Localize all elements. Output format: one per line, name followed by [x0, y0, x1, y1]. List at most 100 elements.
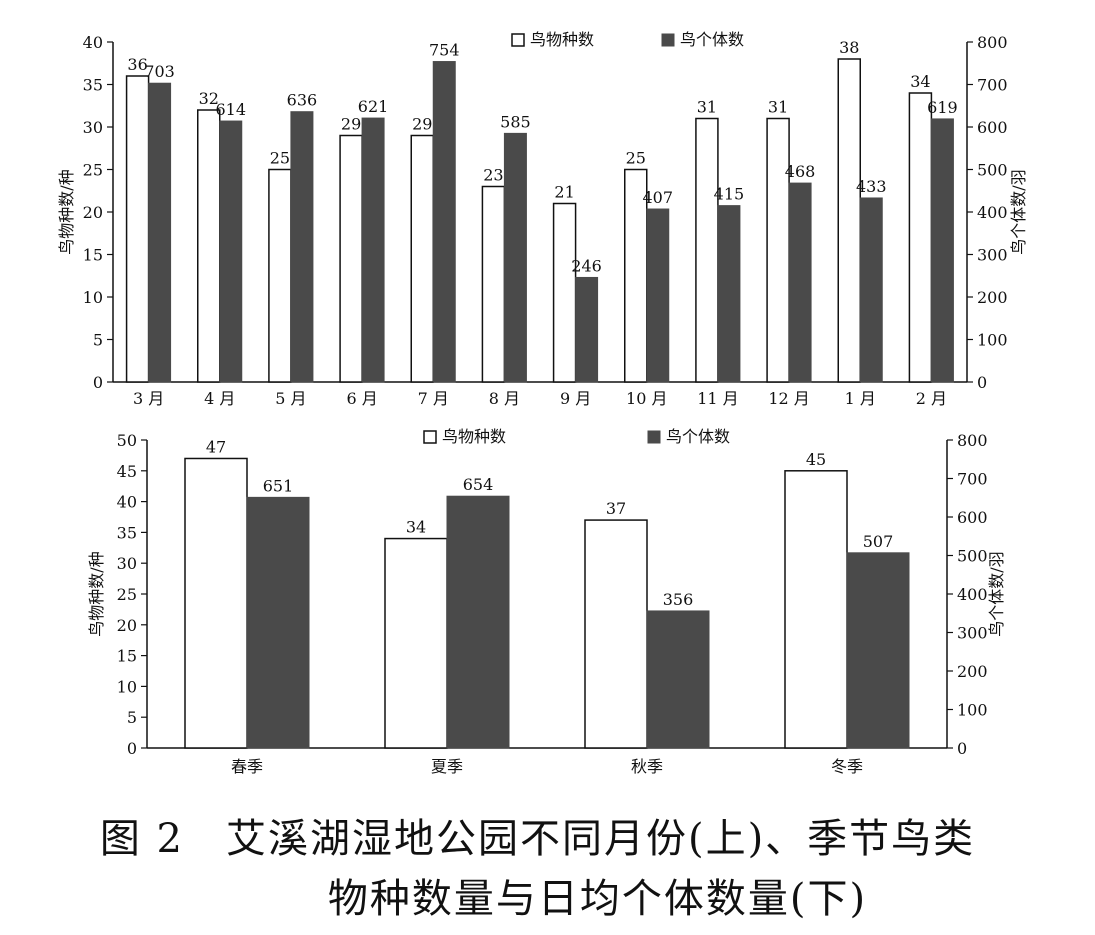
- right-tick-label: 400: [957, 585, 988, 604]
- left-tick-label: 20: [117, 616, 137, 635]
- species-value-label: 32: [199, 89, 219, 108]
- species-value-label: 31: [768, 98, 788, 117]
- category-label: 3 月: [133, 389, 164, 408]
- figure-caption-line-2: 物种数量与日均个体数量(下): [327, 876, 868, 922]
- species-value-label: 31: [697, 98, 717, 117]
- left-tick-label: 25: [117, 585, 137, 604]
- count-bar: [788, 182, 812, 383]
- count-value-label: 621: [358, 97, 389, 116]
- species-bar: [908, 92, 933, 383]
- count-bar: [646, 208, 670, 383]
- species-bar: [184, 457, 248, 749]
- category-label: 2 月: [916, 389, 947, 408]
- count-value-label: 468: [785, 162, 816, 181]
- species-value-label: 29: [341, 115, 361, 134]
- left-tick-label: 20: [83, 203, 103, 222]
- count-bar: [503, 132, 527, 383]
- left-tick-label: 0: [93, 373, 103, 392]
- category-label: 1 月: [845, 389, 876, 408]
- count-value-label: 654: [463, 475, 494, 494]
- right-tick-label: 700: [957, 470, 988, 489]
- right-tick-label: 300: [977, 246, 1008, 265]
- right-tick-label: 600: [977, 118, 1008, 137]
- count-value-label: 507: [863, 532, 894, 551]
- right-tick-label: 500: [957, 547, 988, 566]
- left-tick-label: 15: [83, 246, 103, 265]
- right-tick-label: 800: [957, 431, 988, 450]
- count-bar: [575, 276, 599, 383]
- left-tick-label: 40: [117, 493, 137, 512]
- category-label: 秋季: [631, 757, 663, 776]
- species-bar: [339, 134, 363, 383]
- count-bar: [432, 61, 456, 383]
- species-bar: [125, 75, 150, 383]
- species-value-label: 37: [606, 499, 626, 518]
- left-tick-label: 50: [117, 431, 137, 450]
- category-label: 4 月: [204, 389, 235, 408]
- legend-species-label: 鸟物种数: [442, 427, 506, 446]
- legend-count-label: 鸟个体数: [680, 30, 744, 49]
- left-tick-label: 10: [83, 288, 103, 307]
- right-tick-label: 400: [977, 203, 1008, 222]
- count-bar: [246, 496, 310, 749]
- species-value-label: 38: [839, 38, 859, 57]
- category-label: 冬季: [831, 757, 863, 776]
- species-bar: [481, 185, 506, 383]
- count-value-label: 703: [144, 62, 175, 81]
- count-bar: [290, 111, 314, 383]
- right-tick-label: 800: [977, 33, 1008, 52]
- count-value-label: 651: [263, 476, 294, 495]
- species-bar: [584, 519, 648, 749]
- category-label: 8 月: [489, 389, 520, 408]
- count-bar: [361, 117, 385, 383]
- species-value-label: 36: [127, 55, 147, 74]
- count-value-label: 614: [215, 100, 246, 119]
- count-bar: [717, 205, 741, 383]
- species-bar: [837, 58, 861, 383]
- left-tick-label: 40: [83, 33, 103, 52]
- left-tick-label: 35: [117, 523, 137, 542]
- left-tick-label: 30: [117, 554, 137, 573]
- right-tick-label: 200: [977, 288, 1008, 307]
- category-label: 7 月: [418, 389, 449, 408]
- right-tick-label: 0: [957, 739, 967, 758]
- species-bar: [695, 117, 719, 383]
- count-value-label: 433: [856, 177, 887, 196]
- left-tick-label: 0: [127, 739, 137, 758]
- category-label: 11 月: [697, 389, 738, 408]
- count-bar: [446, 495, 510, 749]
- legend-count-swatch: [661, 33, 675, 47]
- count-bar: [219, 120, 243, 383]
- right-tick-label: 100: [977, 331, 1008, 350]
- legend-species-swatch: [423, 430, 437, 444]
- species-value-label: 34: [910, 72, 930, 91]
- monthly-chart: 0510152025303540010020030040050060070080…: [57, 30, 1028, 408]
- count-value-label: 585: [500, 112, 531, 131]
- right-tick-label: 700: [977, 76, 1008, 95]
- category-label: 12 月: [768, 389, 809, 408]
- category-label: 10 月: [626, 389, 667, 408]
- legend-count-label: 鸟个体数: [666, 427, 730, 446]
- count-value-label: 754: [429, 41, 460, 60]
- species-value-label: 25: [626, 149, 646, 168]
- y2-axis-title: 鸟个体数/羽: [1009, 169, 1028, 254]
- species-bar: [552, 202, 577, 383]
- species-value-label: 21: [554, 183, 574, 202]
- species-bar: [766, 117, 790, 383]
- left-tick-label: 5: [127, 708, 137, 727]
- left-tick-label: 5: [93, 331, 103, 350]
- species-value-label: 29: [412, 115, 432, 134]
- species-bar: [410, 134, 434, 383]
- right-tick-label: 0: [977, 373, 987, 392]
- figure-caption-line-1: 图 2 艾溪湖湿地公园不同月份(上)、季节鸟类: [99, 816, 976, 862]
- count-bar: [646, 610, 710, 749]
- left-tick-label: 10: [117, 677, 137, 696]
- count-value-label: 246: [571, 256, 602, 275]
- count-bar: [846, 552, 910, 749]
- category-label: 6 月: [346, 389, 377, 408]
- species-value-label: 25: [270, 149, 290, 168]
- legend-species-label: 鸟物种数: [530, 30, 594, 49]
- species-bar: [268, 168, 292, 383]
- left-tick-label: 15: [117, 647, 137, 666]
- species-bar: [384, 537, 448, 749]
